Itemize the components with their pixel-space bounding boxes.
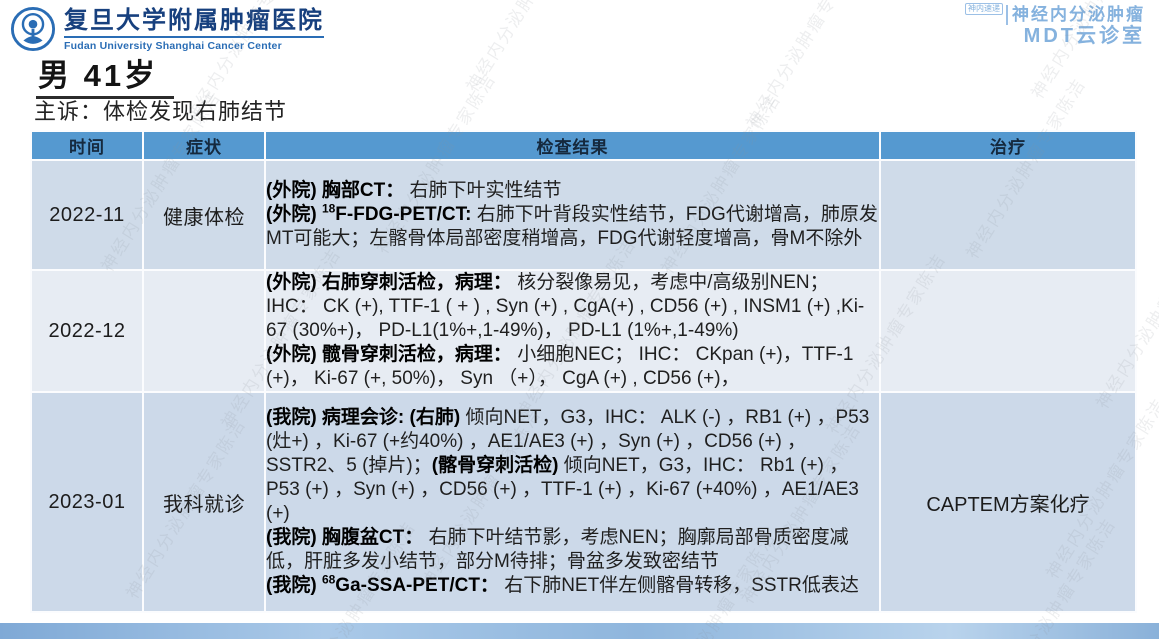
watermark-text: 神经内分泌肿瘤专家陈洁 (462, 0, 590, 96)
results-cell: (外院) 右肺穿刺活检，病理： 核分裂像易见，考虑中/高级别NEN；IHC： C… (264, 269, 881, 393)
table-row: 2022-12 (外院) 右肺穿刺活检，病理： 核分裂像易见，考虑中/高级别NEN… (30, 269, 1137, 393)
result-segment: 右下肺NET伴左侧髂骨转移，SSTR低表达 (504, 575, 859, 596)
table-row: 2023-01 我科就诊 (我院) 病理会诊: (右肺) 倾向NET，G3，IHC：… (30, 391, 1137, 613)
watermark-text: 神经内分泌肿瘤专家陈洁 (742, 0, 870, 133)
patient-summary-title: 男 41岁 (36, 50, 175, 99)
results-cell: (我院) 病理会诊: (右肺) 倾向NET，G3，IHC： ALK (-) ，R… (264, 391, 881, 613)
result-entry: (我院) 胸腹盆CT： 右肺下叶结节影，考虑NEN；胸廓局部骨质密度减低，肝脏多… (266, 526, 879, 574)
fudan-hospital-logo-icon (10, 6, 56, 52)
result-segment: (外院) (266, 204, 322, 225)
result-segment: F-FDG-PET/CT: (335, 204, 477, 225)
result-segment: (髂骨穿刺活检) (431, 455, 564, 476)
bottom-accent-bar (0, 623, 1159, 639)
result-segment: (我院) 病理会诊: (右肺) (266, 407, 466, 428)
mdt-logo: 神内速递 神经内分泌肿瘤 MDT云诊室 (965, 3, 1145, 48)
time-cell: 2022-11 (30, 159, 144, 271)
hospital-name-en: Fudan University Shanghai Cancer Center (64, 40, 282, 53)
result-segment: (我院) 胸腹盆CT： (266, 527, 429, 548)
treatment-cell (879, 269, 1137, 393)
treatment-cell: CAPTEM方案化疗 (879, 391, 1137, 613)
mdt-logo-badge: 神内速递 (965, 3, 1003, 15)
hospital-name-cn: 复旦大学附属肿瘤医院 (64, 8, 324, 39)
time-cell: 2022-12 (30, 269, 144, 393)
result-entry: (外院) 18F-FDG-PET/CT: 右肺下叶背段实性结节，FDG代谢增高，… (266, 203, 879, 251)
mdt-logo-title: 神经内分泌肿瘤 (1006, 5, 1145, 25)
table-header: 时间 症状 检查结果 治疗 (30, 130, 1137, 161)
result-segment: 右肺下叶实性结节 (409, 180, 562, 201)
result-segment: 倾向NET，G3，IHC： Rb1 (+) ，P53 (+) ，Syn (+) … (266, 455, 859, 524)
result-segment: (我院) (266, 575, 322, 596)
result-segment: 小细胞NEC； IHC： CKpan (+)，TTF-1 (+)， Ki-67 … (266, 344, 854, 389)
column-header-treatment: 治疗 (879, 130, 1137, 161)
column-header-time: 时间 (30, 130, 144, 161)
hospital-logo: 复旦大学附属肿瘤医院 Fudan University Shanghai Can… (10, 6, 324, 52)
mdt-logo-subtitle: MDT云诊室 (1023, 24, 1145, 47)
result-segment: 18 (321, 201, 336, 216)
case-history-table: 时间 症状 检查结果 治疗 2022-11 健康体检 (外院) 胸部CT： 右肺下叶… (30, 130, 1137, 613)
symptom-cell: 我科就诊 (142, 391, 266, 613)
result-segment: 右肺下叶背段实性结节，FDG代谢增高，肺原发MT可能大；左髂骨体局部密度稍增高，… (266, 204, 878, 249)
treatment-cell (879, 159, 1137, 271)
symptom-cell (142, 269, 266, 393)
result-segment: (外院) 胸部CT： (266, 180, 410, 201)
mdt-logo-row1: 神内速递 神经内分泌肿瘤 (965, 3, 1145, 25)
result-entry: (我院) 68Ga-SSA-PET/CT： 右下肺NET伴左侧髂骨转移，SSTR… (266, 574, 879, 598)
result-segment: 核分裂像易见，考虑中/高级别NEN；IHC： CK (+), TTF-1 ( +… (266, 272, 865, 341)
result-segment: Ga-SSA-PET/CT： (335, 575, 505, 596)
symptom-cell: 健康体检 (142, 159, 266, 271)
result-entry: (外院) 右肺穿刺活检，病理： 核分裂像易见，考虑中/高级别NEN；IHC： C… (266, 271, 879, 343)
results-cell: (外院) 胸部CT： 右肺下叶实性结节 (外院) 18F-FDG-PET/CT: … (264, 159, 881, 271)
result-segment: 右肺下叶结节影，考虑NEN；胸廓局部骨质密度减低，肝脏多发小结节，部分M待排；骨… (266, 527, 849, 572)
result-entry: (外院) 髋骨穿刺活检，病理： 小细胞NEC； IHC： CKpan (+)，T… (266, 343, 879, 391)
hospital-name-block: 复旦大学附属肿瘤医院 Fudan University Shanghai Can… (64, 6, 324, 52)
time-cell: 2023-01 (30, 391, 144, 613)
chief-complaint-text: 主诉：体检发现右肺结节 (34, 99, 288, 124)
result-segment: (外院) 右肺穿刺活检，病理： (266, 272, 518, 293)
result-entry: (外院) 胸部CT： 右肺下叶实性结节 (266, 179, 879, 203)
result-segment: 倾向NET，G3，IHC： ALK (-) ，RB1 (+) ，P53 (灶+)… (266, 407, 870, 476)
table-header-row: 时间 症状 检查结果 治疗 (30, 130, 1137, 161)
column-header-symptom: 症状 (142, 130, 266, 161)
result-entry: (我院) 病理会诊: (右肺) 倾向NET，G3，IHC： ALK (-) ，R… (266, 406, 879, 526)
result-segment: (外院) 髋骨穿刺活检，病理： (266, 344, 518, 365)
result-segment: 68 (321, 572, 336, 587)
table-row: 2022-11 健康体检 (外院) 胸部CT： 右肺下叶实性结节 (外院) 18F-F… (30, 159, 1137, 271)
column-header-results: 检查结果 (264, 130, 881, 161)
case-table-body: 2022-11 健康体检 (外院) 胸部CT： 右肺下叶实性结节 (外院) 18F-F… (30, 159, 1137, 613)
